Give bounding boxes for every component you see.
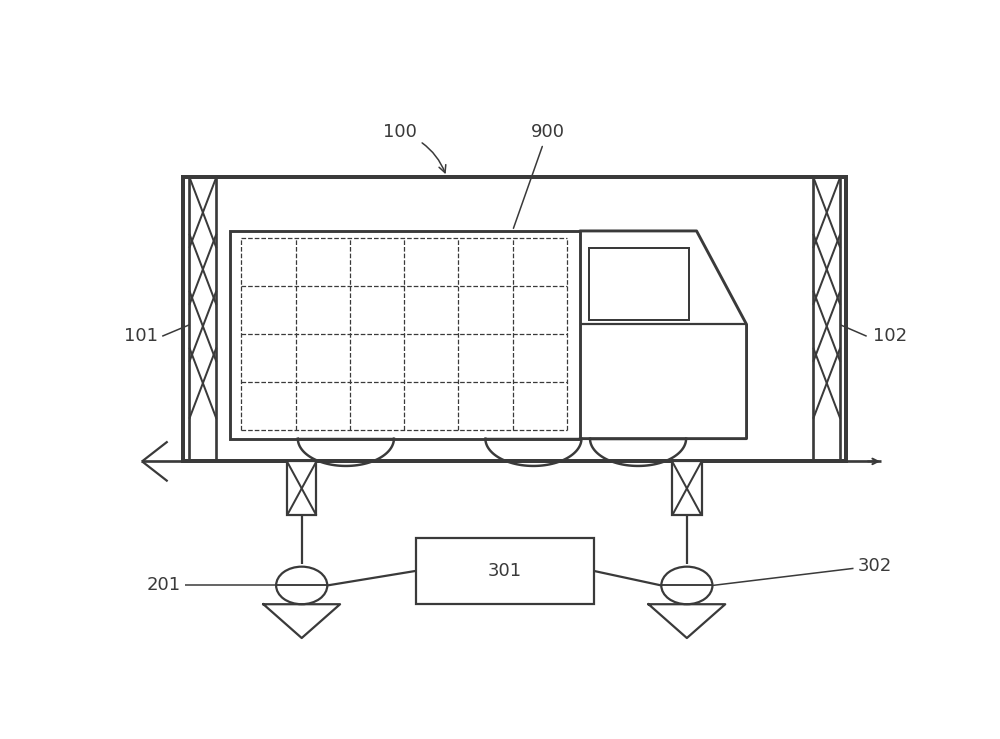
Bar bbox=[287, 461, 316, 516]
Text: 900: 900 bbox=[513, 123, 564, 228]
Text: 201: 201 bbox=[147, 576, 181, 594]
Bar bbox=[589, 248, 689, 320]
Bar bbox=[230, 231, 580, 439]
Circle shape bbox=[276, 567, 327, 605]
Text: 102: 102 bbox=[873, 327, 907, 345]
Text: 101: 101 bbox=[124, 327, 158, 345]
Text: 100: 100 bbox=[383, 123, 446, 173]
Text: 302: 302 bbox=[857, 556, 892, 574]
Bar bbox=[416, 538, 594, 604]
Bar bbox=[672, 461, 702, 516]
Text: 301: 301 bbox=[488, 562, 522, 580]
Circle shape bbox=[661, 567, 712, 605]
Bar bbox=[183, 177, 846, 461]
